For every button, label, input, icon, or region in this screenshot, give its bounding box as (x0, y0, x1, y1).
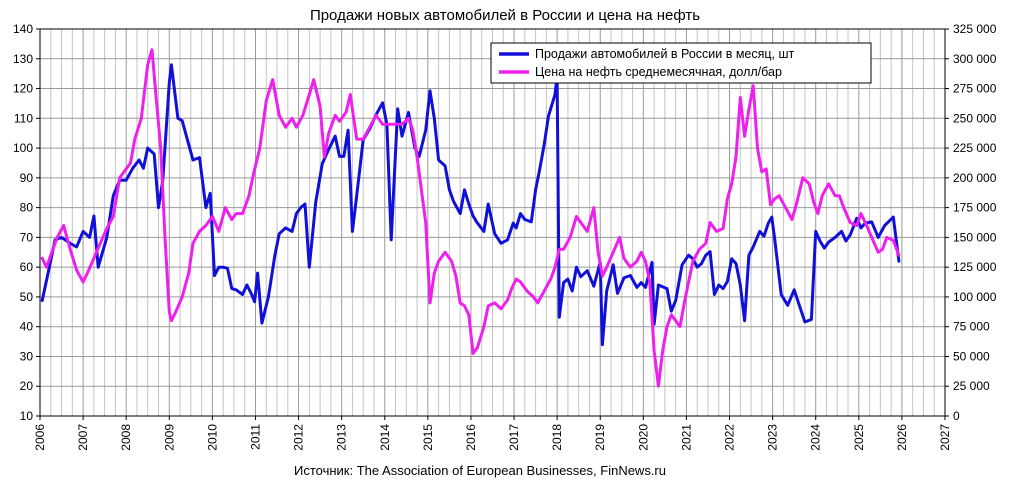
tick-label-y-left: 50 (20, 290, 34, 304)
tick-label-x: 2021 (679, 424, 693, 451)
legend-label-1: Продажи автомобилей в России в месяц, шт (535, 47, 795, 61)
tick-label-x: 2017 (507, 424, 521, 451)
tick-label-y-left: 10 (20, 409, 34, 423)
tick-label-y-left: 40 (20, 320, 34, 334)
tick-label-x: 2019 (593, 424, 607, 451)
tick-label-y-left: 120 (13, 82, 33, 96)
tick-label-y-right: 125 000 (953, 260, 997, 274)
plot-frame (39, 28, 946, 417)
chart-source: Источник: The Association of European Bu… (294, 463, 666, 478)
tick-label-x: 2018 (550, 424, 564, 451)
tick-label-y-right: 250 000 (953, 111, 997, 125)
tick-label-x: 2007 (76, 424, 90, 451)
tick-label-y-right: 0 (953, 409, 960, 423)
tick-label-y-right: 25 000 (953, 379, 990, 393)
tick-label-y-right: 175 000 (953, 201, 997, 215)
legend: Продажи автомобилей в России в месяц, шт… (490, 42, 872, 84)
tick-label-x: 2014 (378, 424, 392, 451)
tick-label-x: 2024 (809, 424, 823, 451)
tick-label-x: 2027 (938, 424, 952, 451)
tick-label-x: 2022 (723, 424, 737, 451)
tick-label-y-right: 100 000 (953, 290, 997, 304)
tick-label-x: 2025 (852, 424, 866, 451)
series-line-2 (40, 48, 901, 388)
tick-label-x: 2023 (766, 424, 780, 451)
tick-label-x: 2016 (464, 424, 478, 451)
tick-label-y-left: 80 (20, 201, 34, 215)
tick-label-y-left: 90 (20, 171, 34, 185)
tick-label-x: 2008 (119, 424, 133, 451)
tick-label-y-left: 130 (13, 52, 33, 66)
tick-label-y-left: 30 (20, 349, 34, 363)
series-line-1 (40, 63, 901, 347)
tick-label-y-right: 325 000 (953, 22, 997, 36)
legend-label-2: Цена на нефть среднемесячная, долл/бар (535, 65, 782, 79)
tick-label-y-right: 200 000 (953, 171, 997, 185)
tick-label-x: 2011 (248, 424, 262, 450)
tick-label-y-left: 110 (14, 111, 33, 125)
tick-label-y-left: 140 (13, 22, 33, 36)
tick-label-x: 2020 (636, 424, 650, 451)
tick-label-y-right: 50 000 (953, 349, 990, 363)
tick-label-x: 2015 (421, 424, 435, 451)
tick-label-x: 2013 (335, 424, 349, 451)
tick-label-y-right: 75 000 (953, 320, 990, 334)
tick-label-x: 2009 (162, 424, 176, 451)
legend-box (490, 42, 872, 84)
tick-label-y-left: 100 (13, 141, 33, 155)
tick-label-x: 2026 (895, 424, 909, 451)
tick-label-y-right: 150 000 (953, 230, 997, 244)
tick-label-y-left: 70 (20, 230, 34, 244)
tick-label-y-right: 275 000 (953, 82, 997, 96)
tick-label-y-right: 300 000 (953, 52, 997, 66)
tick-label-y-right: 225 000 (953, 141, 997, 155)
tick-label-y-left: 20 (20, 379, 34, 393)
tick-label-x: 2006 (33, 424, 47, 451)
chart-title: Продажи новых автомобилей в России и цен… (310, 7, 700, 24)
tick-label-x: 2010 (205, 424, 219, 451)
tick-label-x: 2012 (292, 424, 306, 451)
tick-label-y-left: 60 (20, 260, 34, 274)
